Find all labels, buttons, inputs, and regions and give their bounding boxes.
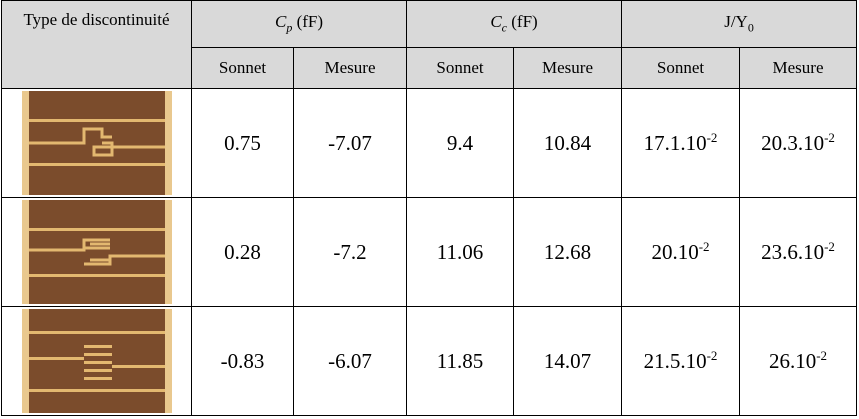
cell: -0.83: [191, 306, 294, 416]
cell: 14.07: [513, 306, 623, 416]
symbol: C: [490, 12, 502, 32]
base: 21.5.10: [643, 349, 707, 373]
first-header: Type de discontinuité: [1, 0, 192, 89]
cell: 11.85: [406, 306, 515, 416]
base: 20.10: [651, 240, 699, 264]
base: 17.1.10: [643, 131, 707, 155]
exponent: -2: [816, 348, 828, 363]
symbol: J/Y: [724, 12, 748, 32]
exponent: -2: [706, 348, 718, 363]
cell: -7.2: [292, 197, 408, 307]
symbol: C: [274, 12, 287, 32]
cell: 11.06: [406, 197, 515, 307]
cell: 10.84: [513, 88, 623, 198]
subheader: Sonnet: [621, 47, 741, 89]
subheader: Sonnet: [191, 47, 294, 89]
group-header: J/Y0: [621, 0, 858, 48]
subscript: p: [286, 20, 293, 35]
cell: -6.07: [292, 306, 408, 416]
exponent: -2: [706, 130, 718, 145]
cell: 12.68: [513, 197, 623, 307]
cell: 26.10-2: [739, 306, 858, 416]
cell: 21.5.10-2: [621, 306, 741, 416]
data-row: 0.75 -7.07 9.4 10.84 17.1.10-2 20.3.10-2: [1, 88, 858, 198]
header-row: Type de discontinuité Cp (fF) Cc (fF) J/…: [1, 0, 858, 89]
discontinuity-image: [21, 309, 172, 413]
cell: 23.6.10-2: [739, 197, 858, 307]
cell: 20.10-2: [621, 197, 741, 307]
subheader-row: Sonnet Mesure Sonnet Mesure Sonnet Mesur…: [2, 47, 858, 89]
cell: 0.28: [191, 197, 294, 307]
discontinuity-image: [21, 91, 172, 195]
base: 23.6.10: [761, 240, 825, 264]
cell: 20.3.10-2: [739, 88, 858, 198]
cell: 9.4: [406, 88, 515, 198]
exponent: -2: [824, 130, 835, 145]
image-cell: [1, 88, 192, 198]
unit: (fF): [511, 12, 538, 32]
group-header: Cp (fF): [190, 0, 408, 48]
image-cell: [1, 306, 192, 416]
subscript: 0: [747, 20, 754, 35]
discontinuity-image: [21, 200, 172, 304]
image-cell: [1, 197, 192, 307]
cell: 0.75: [191, 88, 294, 198]
subscript: c: [501, 20, 507, 35]
exponent: -2: [698, 239, 710, 254]
base: 26.10: [768, 349, 817, 373]
subheader: Sonnet: [406, 47, 515, 89]
data-row: -0.83 -6.07 11.85 14.07 21.5.10-2 26.10-…: [1, 306, 858, 416]
base: 20.3.10: [761, 131, 825, 155]
subheader: Mesure: [292, 47, 408, 89]
cell: 17.1.10-2: [621, 88, 741, 198]
group-header: Cc (fF): [406, 0, 623, 48]
data-row: 0.28 -7.2 11.06 12.68 20.10-2 23.6.10-2: [1, 197, 858, 307]
unit: (fF): [296, 12, 324, 32]
exponent: -2: [824, 239, 835, 254]
cell: -7.07: [292, 88, 408, 198]
subheader: Mesure: [739, 47, 858, 89]
subheader: Mesure: [513, 47, 623, 89]
